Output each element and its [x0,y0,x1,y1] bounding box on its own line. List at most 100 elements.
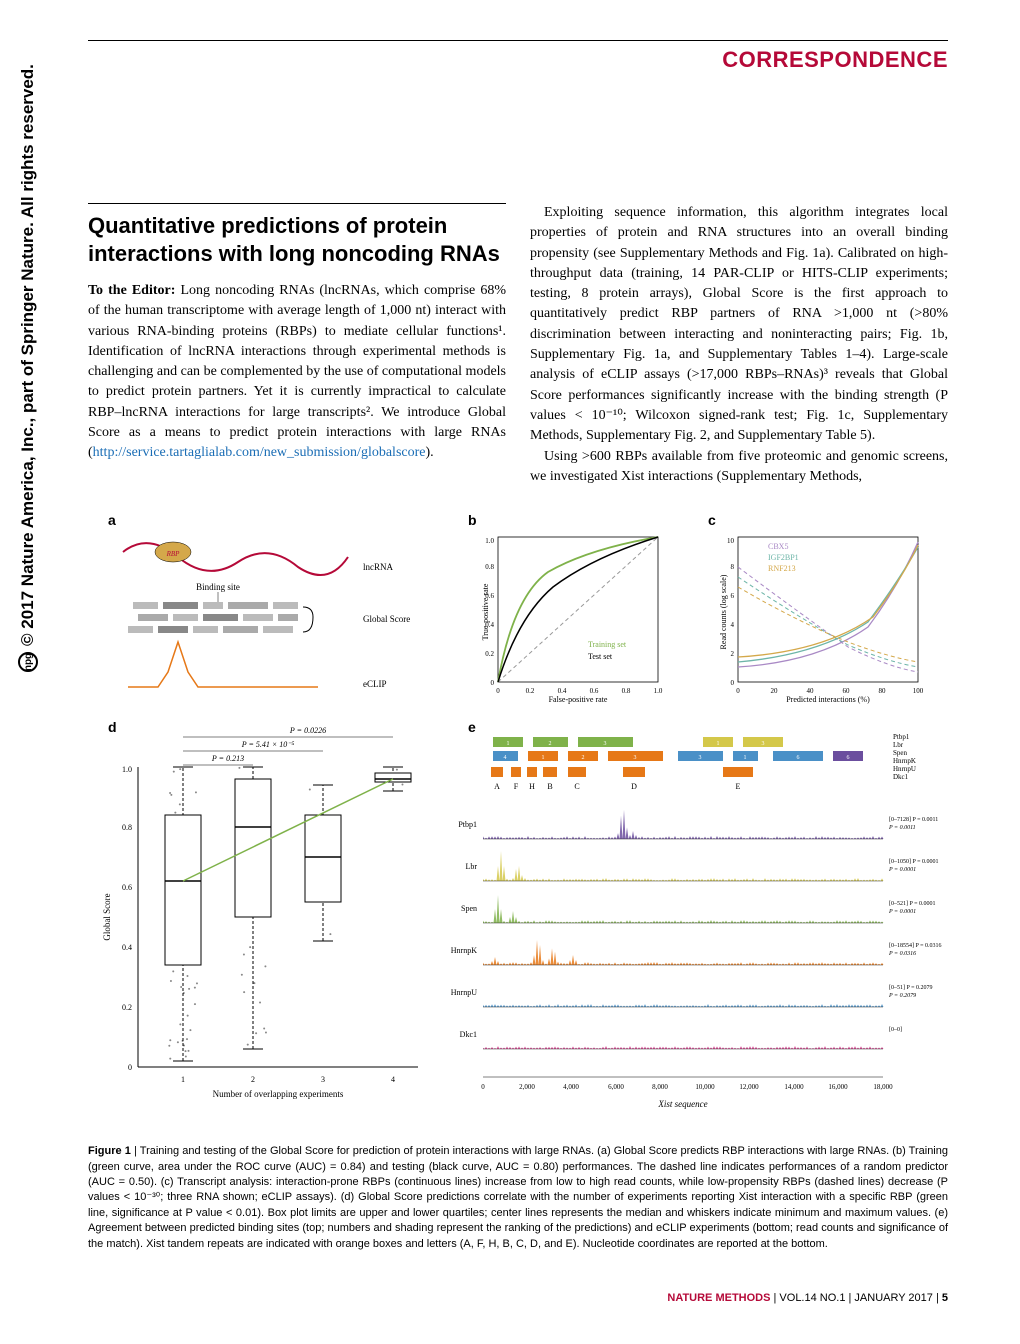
section-header: CORRESPONDENCE [88,47,948,73]
svg-text:0.4: 0.4 [122,943,132,952]
svg-text:80: 80 [879,687,887,695]
panel-e: 1 2 3 1 3 4 1 2 3 3 1 6 6 Ptbp1LbrSpenHn… [451,733,942,1109]
svg-text:HnrnpK: HnrnpK [451,946,477,955]
page-content: CORRESPONDENCE Quantitative predictions … [88,40,948,1304]
svg-text:Test set: Test set [588,652,613,661]
svg-text:IGF2BP1: IGF2BP1 [768,553,799,562]
svg-text:False-positive rate: False-positive rate [549,695,608,704]
page-number: 5 [942,1292,948,1304]
text-columns: Quantitative predictions of protein inte… [88,203,948,487]
svg-text:Binding site: Binding site [196,582,240,592]
svg-text:P = 0.0001: P = 0.0001 [888,909,916,915]
svg-text:Lbr: Lbr [465,862,477,871]
svg-text:Spen: Spen [893,749,908,757]
figure-svg: a b c d e RBP lncRNA Binding site Global… [88,507,948,1127]
svg-text:0: 0 [731,679,735,687]
svg-text:8: 8 [731,563,735,571]
caption-body: | Training and testing of the Global Sco… [88,1145,948,1249]
svg-text:12,000: 12,000 [739,1083,759,1091]
journal-name: NATURE METHODS [667,1292,770,1304]
svg-text:0.6: 0.6 [590,687,599,695]
left-column: Quantitative predictions of protein inte… [88,203,506,487]
svg-text:0.4: 0.4 [558,687,567,695]
svg-text:P = 0.0001: P = 0.0001 [888,867,916,873]
svg-text:2: 2 [731,650,735,658]
svg-text:0: 0 [736,687,740,695]
svg-text:3: 3 [634,755,637,761]
svg-text:6: 6 [847,755,850,761]
para1-end: ). [425,445,433,460]
svg-text:18,000: 18,000 [873,1083,893,1091]
svg-text:D: D [631,782,637,791]
svg-text:0.6: 0.6 [485,592,494,600]
right-column: Exploiting sequence information, this al… [530,203,948,487]
svg-text:0.8: 0.8 [485,563,494,571]
svg-text:[0–51] P = 0.2079: [0–51] P = 0.2079 [889,985,933,991]
svg-text:0.8: 0.8 [122,823,132,832]
svg-text:HnrnpK: HnrnpK [893,757,916,765]
svg-text:2: 2 [549,741,552,747]
svg-text:Training set: Training set [588,640,627,649]
svg-text:Ptbp1: Ptbp1 [893,733,910,741]
svg-text:3: 3 [762,741,765,747]
svg-text:E: E [736,782,741,791]
top-rule [88,40,948,41]
svg-text:F: F [514,782,519,791]
svg-text:C: C [574,782,579,791]
globalscore-link[interactable]: http://service.tartaglialab.com/new_subm… [93,445,426,460]
svg-text:Ptbp1: Ptbp1 [458,820,477,829]
svg-text:lncRNA: lncRNA [363,562,393,572]
panel-c: Read counts (log scale) Predicted intera… [719,537,924,704]
svg-text:1.0: 1.0 [654,687,663,695]
editor-lead: To the Editor: [88,283,175,298]
svg-text:HnrnpU: HnrnpU [893,765,916,773]
svg-text:0.8: 0.8 [622,687,631,695]
svg-text:4: 4 [504,755,507,761]
svg-text:Spen: Spen [461,904,477,913]
panel-b: True-positive rate False-positive rate 0… [481,537,663,704]
svg-text:0.2: 0.2 [122,1003,132,1012]
svg-text:3: 3 [699,755,702,761]
svg-text:100: 100 [913,687,924,695]
svg-text:0.2: 0.2 [485,650,494,658]
svg-text:0.6: 0.6 [122,883,132,892]
svg-text:[0–18554] P = 0.0316: [0–18554] P = 0.0316 [889,943,942,949]
svg-text:P = 0.0011: P = 0.0011 [888,825,916,831]
paragraph-2: Exploiting sequence information, this al… [530,203,948,447]
svg-text:[0–521] P = 0.0001: [0–521] P = 0.0001 [889,901,936,907]
svg-text:[0–1050] P = 0.0001: [0–1050] P = 0.0001 [889,859,939,865]
svg-text:RNF213: RNF213 [768,564,796,573]
svg-text:2,000: 2,000 [519,1083,535,1091]
figure-1: a b c d e RBP lncRNA Binding site Global… [88,507,948,1252]
svg-text:40: 40 [807,687,815,695]
panel-a-label: a [108,512,116,528]
panel-a: RBP lncRNA Binding site Global Score eCL… [123,542,410,689]
svg-text:CBX5: CBX5 [768,542,788,551]
svg-text:RBP: RBP [166,550,181,558]
svg-text:0: 0 [496,687,500,695]
paragraph-3: Using >600 RBPs available from five prot… [530,447,948,488]
svg-text:P = 0.0316: P = 0.0316 [888,951,916,957]
svg-text:4,000: 4,000 [563,1083,579,1091]
svg-text:0: 0 [128,1063,132,1072]
svg-text:[0–7128] P = 0.0011: [0–7128] P = 0.0011 [889,817,938,823]
svg-text:P = 0.2079: P = 0.2079 [888,993,916,999]
svg-text:Global Score: Global Score [363,614,410,624]
panel-b-label: b [468,512,477,528]
panel-e-label: e [468,719,476,735]
figure-caption: Figure 1 | Training and testing of the G… [88,1144,948,1252]
svg-text:P = 0.0226: P = 0.0226 [289,726,326,735]
svg-text:Number of overlapping experime: Number of overlapping experiments [213,1089,344,1099]
svg-text:Predicted interactions (%): Predicted interactions (%) [786,695,870,704]
svg-text:6,000: 6,000 [608,1083,624,1091]
svg-text:0.4: 0.4 [485,621,494,629]
issue-info: | VOL.14 NO.1 | JANUARY 2017 | [770,1292,941,1304]
copyright-banner: npg © 2017 Nature America, Inc., part of… [18,64,38,672]
svg-text:10: 10 [727,537,735,545]
svg-text:1: 1 [181,1075,185,1084]
svg-text:6: 6 [797,755,800,761]
paragraph-1: To the Editor: Long noncoding RNAs (lncR… [88,281,506,464]
svg-text:1: 1 [744,755,747,761]
svg-text:Read counts (log scale): Read counts (log scale) [719,574,728,649]
svg-text:Dkc1: Dkc1 [460,1030,477,1039]
